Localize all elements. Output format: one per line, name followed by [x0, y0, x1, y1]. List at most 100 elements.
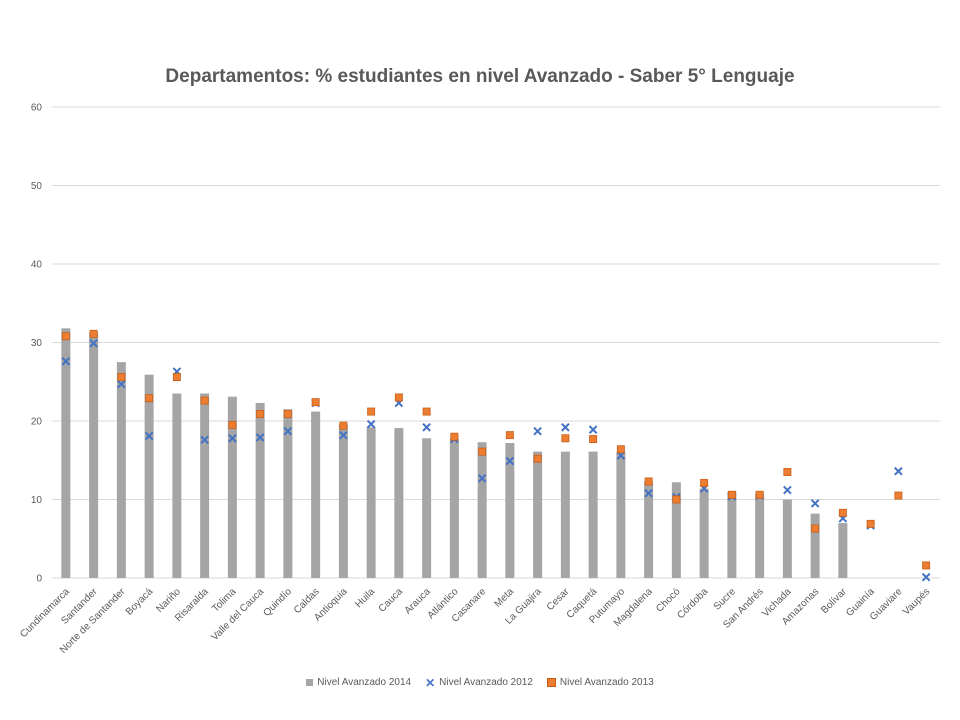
y-tick-label: 50	[31, 181, 43, 192]
x-tick-label: Cauca	[377, 586, 406, 615]
bar-2014	[755, 494, 765, 578]
marker-2012	[533, 426, 542, 436]
marker-2013	[644, 477, 653, 486]
marker-2013	[811, 524, 820, 533]
y-tick-label: 60	[31, 103, 43, 114]
bar-2014	[699, 488, 709, 578]
marker-2013	[339, 421, 348, 430]
bar-2014	[782, 499, 792, 578]
y-tick-label: 20	[31, 417, 43, 428]
marker-2013	[311, 398, 320, 407]
y-tick-label: 0	[36, 574, 42, 585]
marker-2013	[367, 407, 376, 416]
marker-2013	[700, 479, 709, 487]
marker-2012	[894, 466, 903, 476]
bar-2014	[588, 451, 598, 578]
marker-2013	[589, 435, 598, 444]
bars-2014	[61, 328, 848, 578]
legend-label-2014: Nivel Avanzado 2014	[317, 677, 412, 688]
marker-2012	[810, 499, 820, 508]
marker-2012	[921, 572, 931, 582]
marker-2013	[755, 490, 764, 499]
marker-2013	[422, 407, 431, 416]
marker-2012	[366, 419, 376, 429]
bar-2014	[671, 482, 681, 578]
x-tick-label: Quindío	[261, 586, 294, 619]
marker-2012	[477, 473, 487, 483]
marker-2013	[256, 409, 265, 418]
x-tick-label: Córdoba	[675, 586, 710, 621]
marker-2013	[866, 519, 875, 528]
y-axis-ticks: 0 10 20 30 40 50 60	[31, 103, 43, 585]
bar-2014	[644, 481, 654, 578]
marker-2013	[672, 495, 681, 504]
marker-2013	[200, 396, 209, 405]
marker-2012	[339, 430, 348, 440]
bar-2014	[838, 523, 848, 578]
y-tick-label: 30	[31, 338, 43, 349]
x-tick-label: Boyacá	[124, 586, 156, 618]
bar-2014	[449, 438, 459, 578]
marker-2012	[561, 422, 570, 432]
marker-2012	[644, 488, 653, 498]
bar-2014	[533, 451, 543, 578]
legend-label-2013: Nivel Avanzado 2013	[559, 677, 654, 688]
marker-2013	[478, 447, 487, 456]
legend-item-2013: Nivel Avanzado 2013	[546, 677, 654, 688]
marker-2013	[561, 434, 570, 443]
bar-2014	[311, 411, 321, 578]
x-tick-label: Huila	[353, 586, 377, 610]
marker-2012	[783, 485, 792, 495]
bar-2014	[366, 427, 376, 578]
marker-2013	[394, 393, 403, 402]
bar-2014	[560, 451, 570, 578]
marker-2012	[89, 338, 98, 348]
x-tick-label: Vaupés	[901, 586, 932, 617]
marker-2013	[172, 373, 181, 381]
y-tick-label: 40	[31, 260, 43, 271]
bar-2014	[116, 362, 126, 578]
marker-2012	[422, 422, 431, 432]
bar-2014	[283, 409, 293, 578]
marker-2013	[894, 491, 903, 500]
bar-2014	[727, 491, 737, 578]
markers-2012	[61, 338, 931, 582]
marker-2013	[283, 409, 292, 418]
gridlines	[52, 106, 940, 579]
marker-2013	[228, 420, 237, 429]
marker-2012	[283, 426, 293, 436]
bar-2014	[477, 442, 487, 578]
marker-2012	[588, 425, 598, 434]
markers-2013	[61, 329, 931, 570]
bar-2014	[394, 428, 404, 578]
bar-2014	[61, 328, 71, 578]
bar-2014	[227, 396, 237, 578]
bar-2014	[810, 513, 820, 578]
marker-2012	[200, 435, 209, 445]
chart-title: Departamentos: % estudiantes en nivel Av…	[165, 66, 795, 87]
bar-2014	[144, 374, 154, 578]
marker-2013	[145, 394, 154, 403]
marker-2013	[727, 490, 736, 499]
legend-label-2012: Nivel Avanzado 2012	[439, 677, 533, 688]
bar-2014	[505, 442, 515, 578]
bar-2014	[616, 452, 626, 578]
marker-2013	[838, 508, 847, 517]
x-marker-icon: ✕	[425, 675, 436, 690]
marker-2012	[117, 379, 126, 389]
legend: Nivel Avanzado 2014 ✕ Nivel Avanzado 201…	[0, 675, 960, 690]
bar-2014	[200, 393, 210, 578]
bar-2014	[338, 424, 348, 578]
bar-2014	[172, 393, 182, 578]
marker-2013	[89, 329, 98, 338]
bar-2014	[422, 438, 432, 578]
legend-item-2012: ✕ Nivel Avanzado 2012	[425, 675, 533, 690]
marker-2013	[783, 468, 792, 476]
x-tick-label: Meta	[492, 586, 516, 610]
legend-item-2014: Nivel Avanzado 2014	[306, 677, 411, 688]
bar-2014	[89, 332, 99, 578]
marker-2012	[255, 433, 265, 442]
bar-2014	[255, 402, 265, 578]
